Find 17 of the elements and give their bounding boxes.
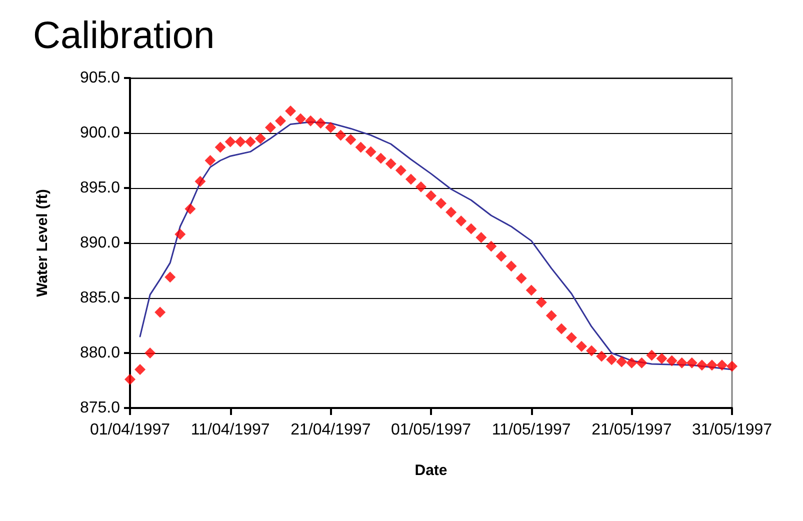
x-axis-title: Date [414,462,448,479]
x-tick-label: 01/05/1997 [390,422,472,438]
y-tick-label: 905.0 [80,70,120,86]
y-tick-label: 890.0 [80,234,120,252]
x-tick-label: 21/04/1997 [290,422,371,438]
y-axis-title: Water Level (ft) [34,189,51,297]
x-tick-label: 31/05/1997 [692,422,772,438]
chart-title: Calibration [33,15,215,57]
x-tick-label: 11/05/1997 [492,422,571,438]
x-tick-label: 21/05/1997 [592,422,672,438]
y-tick-label: 885.0 [80,290,120,306]
y-tick-label: 875.0 [80,400,120,416]
y-tick-label: 900.0 [80,124,120,142]
x-tick-label: 11/04/1997 [190,422,270,438]
y-tick-label: 880.0 [80,344,120,362]
y-tick-label: 895.0 [80,180,120,196]
x-tick-label: 01/04/1997 [90,422,170,438]
